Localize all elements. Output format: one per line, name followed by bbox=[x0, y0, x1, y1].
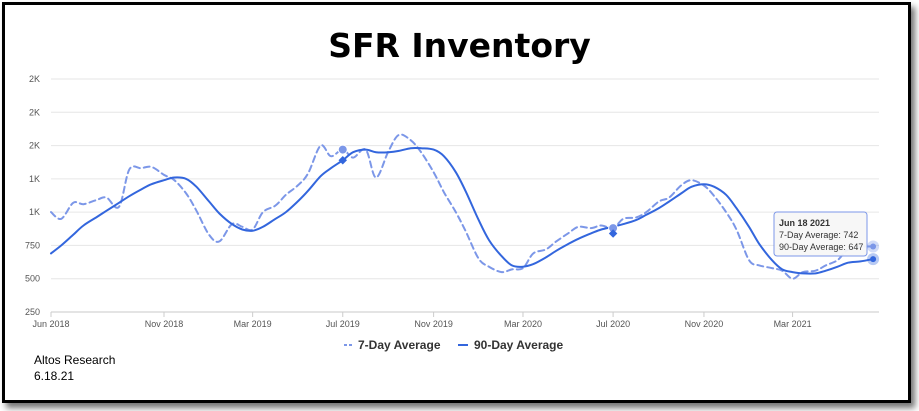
source-name: Altos Research bbox=[34, 353, 116, 367]
x-tick-label: Mar 2020 bbox=[504, 319, 542, 329]
x-tick-label: Jul 2020 bbox=[596, 319, 630, 329]
x-tick-label: Nov 2020 bbox=[685, 319, 724, 329]
y-tick-label: 750 bbox=[25, 240, 40, 250]
y-tick-label: 2K bbox=[29, 141, 40, 151]
x-tick-label: Nov 2019 bbox=[414, 319, 453, 329]
y-tick-label: 250 bbox=[25, 307, 40, 317]
marker-90day-point bbox=[338, 155, 347, 165]
marker-7day-point bbox=[337, 144, 348, 155]
x-tick-label: Nov 2018 bbox=[145, 319, 184, 329]
chart-title: SFR Inventory bbox=[328, 26, 591, 65]
source-date: 6.18.21 bbox=[34, 369, 75, 383]
x-tick-label: Mar 2019 bbox=[234, 319, 272, 329]
x-tick-label: Mar 2021 bbox=[774, 319, 812, 329]
source-note: Altos Research 6.18.21 bbox=[34, 352, 115, 384]
x-tick-label: Jun 2018 bbox=[32, 319, 69, 329]
y-tick-label: 2K bbox=[29, 107, 40, 117]
chart-frame bbox=[2, 2, 911, 403]
legend-label-90day: 90-Day Average bbox=[474, 338, 563, 352]
y-tick-label: 1K bbox=[29, 207, 40, 217]
tooltip-date: Jun 18 2021 bbox=[779, 218, 830, 228]
series-line-90day bbox=[50, 146, 875, 275]
y-tick-label: 1K bbox=[29, 174, 40, 184]
tooltip-line-90day: 90-Day Average: 647 bbox=[779, 242, 863, 252]
endpoint-90day bbox=[870, 256, 877, 263]
legend-label-7day: 7-Day Average bbox=[358, 338, 441, 352]
tooltip-line-7day: 7-Day Average: 742 bbox=[779, 230, 858, 240]
x-tick-label: Jul 2019 bbox=[326, 319, 360, 329]
y-tick-label: 2K bbox=[29, 74, 40, 84]
y-tick-label: 500 bbox=[25, 274, 40, 284]
series-line-7day bbox=[50, 133, 875, 280]
tooltip-box bbox=[773, 211, 868, 257]
endpoint-7day bbox=[870, 243, 877, 250]
